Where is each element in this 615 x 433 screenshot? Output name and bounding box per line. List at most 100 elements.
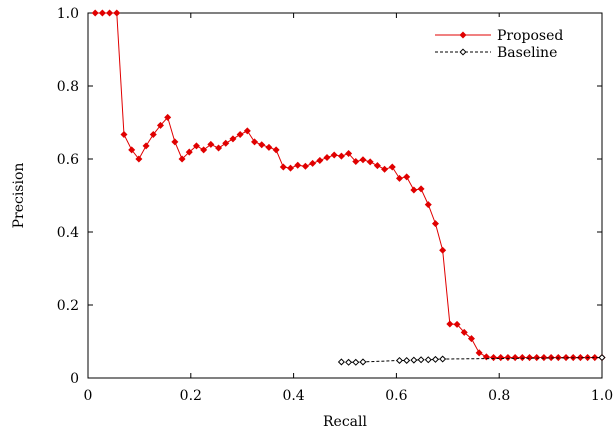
data-point	[222, 139, 230, 147]
data-point	[446, 320, 454, 328]
data-point	[164, 113, 172, 121]
y-tick-label: 0.8	[57, 79, 79, 95]
series-baseline	[337, 354, 606, 366]
data-point	[526, 354, 534, 362]
y-tick-label: 0.6	[57, 152, 79, 168]
data-point	[178, 155, 186, 163]
data-point	[518, 354, 526, 362]
data-point	[265, 143, 273, 151]
data-point	[431, 220, 439, 228]
series-line-baseline	[341, 357, 603, 363]
data-point	[330, 151, 338, 159]
data-point	[98, 9, 106, 17]
data-point	[410, 356, 418, 364]
data-point	[185, 148, 193, 156]
data-point	[417, 185, 425, 193]
data-point	[200, 146, 208, 154]
legend-item-baseline: Baseline	[435, 45, 557, 61]
data-point	[504, 354, 512, 362]
data-point	[417, 356, 425, 364]
data-point	[431, 355, 439, 363]
data-point	[337, 358, 345, 366]
data-point	[229, 135, 237, 143]
legend-marker-sample	[459, 31, 467, 39]
y-tick-label: 0.4	[57, 225, 79, 241]
data-point	[106, 9, 114, 17]
data-point	[562, 354, 570, 362]
y-tick-label: 1.0	[57, 6, 79, 22]
data-point	[309, 159, 317, 167]
data-point	[540, 354, 548, 362]
data-point	[301, 162, 309, 170]
data-point	[591, 354, 599, 362]
x-tick-label: 1.0	[591, 388, 613, 404]
data-point	[91, 9, 99, 17]
data-point	[598, 354, 606, 362]
data-point	[359, 358, 367, 366]
data-point	[395, 174, 403, 182]
data-point	[316, 156, 324, 164]
plot-frame	[87, 12, 603, 379]
data-point	[482, 353, 490, 361]
data-point	[120, 131, 128, 139]
data-point	[258, 141, 266, 149]
data-point	[475, 349, 483, 357]
y-tick-label: 0	[70, 371, 79, 387]
x-tick-label: 0.6	[385, 388, 407, 404]
y-tick-label: 0.2	[57, 298, 79, 314]
data-point	[381, 165, 389, 173]
data-point	[424, 356, 432, 364]
data-point	[366, 158, 374, 166]
data-point	[533, 354, 541, 362]
data-point	[294, 161, 302, 169]
legend-box	[425, 17, 585, 63]
data-point	[243, 127, 251, 135]
data-point	[272, 146, 280, 154]
data-point	[511, 354, 519, 362]
legend: Proposed Baseline	[425, 17, 585, 63]
x-tick-label: 0	[84, 388, 93, 404]
data-point	[128, 146, 136, 154]
series-layer	[91, 9, 606, 366]
legend-marker-sample	[459, 48, 467, 56]
data-point	[156, 121, 164, 129]
data-point	[467, 335, 475, 343]
x-tick-label: 0.2	[180, 388, 202, 404]
data-point	[453, 320, 461, 328]
data-point	[439, 246, 447, 254]
data-point	[171, 138, 179, 146]
data-point	[345, 150, 353, 158]
data-point	[403, 173, 411, 181]
data-point	[576, 354, 584, 362]
data-point	[547, 354, 555, 362]
data-point	[395, 356, 403, 364]
data-point	[352, 358, 360, 366]
data-point	[410, 186, 418, 194]
data-point	[135, 155, 143, 163]
data-point	[251, 138, 259, 146]
data-point	[287, 164, 295, 172]
x-axis-label: Recall	[323, 414, 367, 430]
series-line-proposed	[95, 12, 602, 359]
series-proposed	[91, 9, 606, 362]
data-point	[113, 9, 121, 17]
data-point	[424, 201, 432, 209]
legend-label-proposed: Proposed	[497, 28, 563, 44]
data-point	[142, 142, 150, 150]
ticks: 0 0.2 0.4 0.6 0.8 1.0 0 0.2 0.4 0.6 0.8 1.0	[57, 6, 613, 404]
data-point	[439, 355, 447, 363]
legend-label-baseline: Baseline	[497, 45, 557, 61]
data-point	[192, 142, 200, 150]
x-tick-label: 0.8	[488, 388, 510, 404]
data-point	[345, 358, 353, 366]
axes	[87, 12, 603, 379]
x-tick-label: 0.4	[282, 388, 304, 404]
y-axis-label: Precision	[11, 163, 27, 229]
data-point	[323, 154, 331, 162]
data-point	[490, 354, 498, 362]
data-point	[207, 140, 215, 148]
data-point	[236, 131, 244, 139]
data-point	[373, 162, 381, 170]
data-point	[352, 158, 360, 166]
